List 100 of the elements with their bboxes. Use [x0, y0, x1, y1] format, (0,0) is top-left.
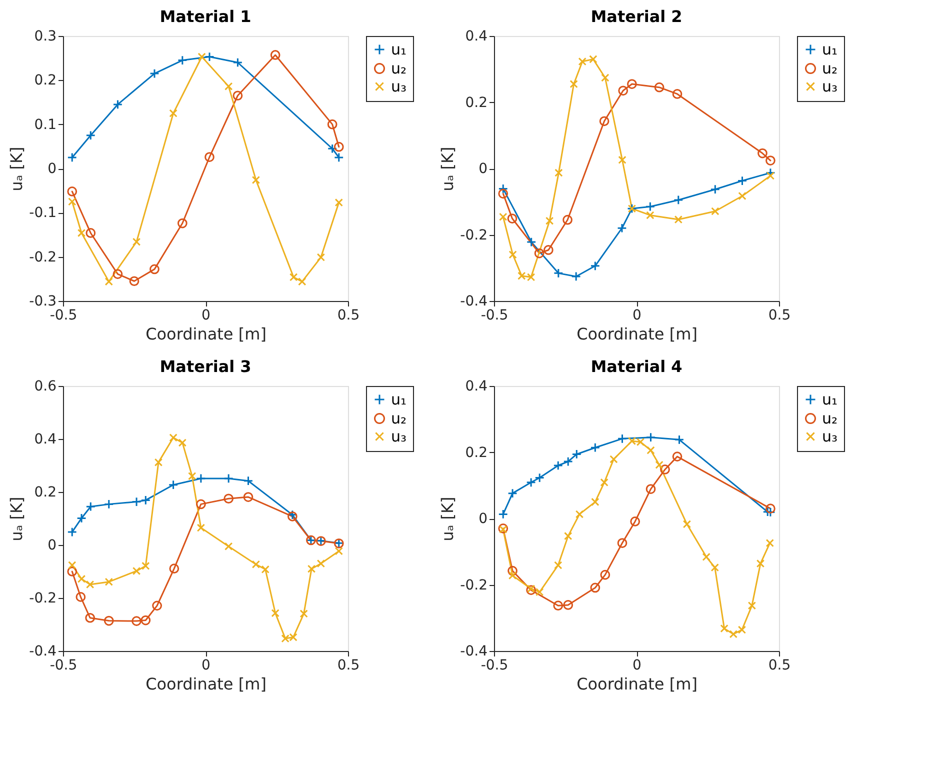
point	[224, 474, 234, 484]
point	[660, 464, 670, 474]
y-tick-label: 0	[48, 161, 56, 177]
y-tick-label: 0.4	[465, 28, 488, 44]
point	[578, 57, 586, 66]
point	[729, 630, 738, 638]
point	[618, 156, 626, 164]
point	[766, 156, 776, 166]
point	[334, 198, 343, 207]
point	[570, 80, 578, 88]
x-tick-label: 0	[202, 308, 210, 324]
point	[104, 616, 114, 626]
point	[132, 616, 142, 626]
point	[132, 238, 141, 246]
point	[756, 559, 765, 568]
point	[599, 116, 610, 126]
y-tick-label: 0.4	[465, 378, 488, 394]
x-tick-label: -0.5	[480, 308, 508, 324]
point	[177, 55, 188, 66]
chart-title: Material 2	[590, 7, 682, 26]
point	[590, 442, 600, 453]
point	[508, 250, 517, 259]
point	[738, 626, 746, 634]
y-tick-label: -0.1	[29, 205, 56, 222]
point	[682, 520, 692, 528]
x-tick-label: 0.5	[768, 658, 791, 674]
point	[571, 272, 582, 282]
y-axis-title: uₐ [K]	[438, 146, 458, 192]
point	[334, 142, 344, 152]
legend-label: u₂	[391, 410, 407, 428]
point	[271, 609, 280, 618]
point	[617, 434, 628, 444]
point	[762, 506, 773, 517]
point	[289, 273, 298, 282]
y-tick-label: 0.2	[465, 94, 488, 111]
point	[646, 432, 656, 442]
point	[204, 52, 214, 62]
y-tick-label: -0.2	[460, 227, 488, 244]
legend-label: u₃	[391, 78, 407, 96]
point	[68, 198, 76, 206]
point	[526, 477, 536, 488]
point	[575, 510, 584, 518]
point	[154, 458, 163, 466]
y-tick-label: 0.2	[465, 444, 488, 461]
point	[534, 248, 544, 258]
point	[196, 524, 206, 532]
point	[67, 566, 78, 576]
legend-label: u₃	[822, 428, 838, 446]
point	[673, 195, 684, 205]
point	[645, 202, 656, 212]
point	[499, 212, 508, 221]
point	[601, 74, 610, 82]
point	[562, 214, 572, 225]
y-axis-title: uₐ [K]	[7, 146, 26, 192]
point	[243, 492, 254, 502]
point	[646, 484, 656, 494]
point	[67, 527, 78, 537]
point	[86, 228, 96, 238]
point	[169, 564, 180, 574]
point	[169, 434, 178, 442]
point	[564, 532, 572, 540]
point	[711, 207, 720, 216]
point	[298, 277, 306, 286]
point	[104, 277, 113, 286]
point	[654, 82, 664, 92]
point	[77, 228, 86, 238]
point	[86, 130, 96, 140]
point	[169, 109, 178, 118]
x-tick-label: 0	[632, 308, 642, 324]
point	[563, 456, 574, 466]
point	[766, 538, 774, 548]
point	[738, 192, 746, 200]
point	[589, 55, 598, 64]
point	[627, 79, 637, 89]
point	[85, 612, 96, 623]
point	[508, 566, 518, 576]
point	[307, 564, 316, 573]
y-tick-label: -0.3	[29, 294, 56, 310]
point	[617, 223, 627, 234]
y-axis-title: uₐ [K]	[7, 496, 26, 542]
legend-label: u₁	[822, 40, 838, 58]
point	[672, 89, 682, 99]
point	[261, 565, 270, 574]
y-tick-label: 0.6	[34, 378, 57, 394]
point	[196, 499, 206, 510]
y-tick-label: 0	[48, 538, 56, 554]
point	[508, 571, 517, 580]
y-tick-label: -0.4	[460, 644, 488, 660]
x-tick-label: -0.5	[480, 658, 508, 674]
legend-label: u₁	[391, 390, 407, 408]
y-tick-label: -0.2	[29, 590, 56, 606]
point	[224, 542, 233, 550]
point	[553, 600, 564, 611]
point	[178, 438, 187, 447]
point	[67, 186, 78, 196]
point	[76, 592, 86, 602]
point	[232, 58, 243, 68]
point	[544, 245, 554, 255]
point	[112, 100, 123, 110]
point	[104, 499, 114, 510]
